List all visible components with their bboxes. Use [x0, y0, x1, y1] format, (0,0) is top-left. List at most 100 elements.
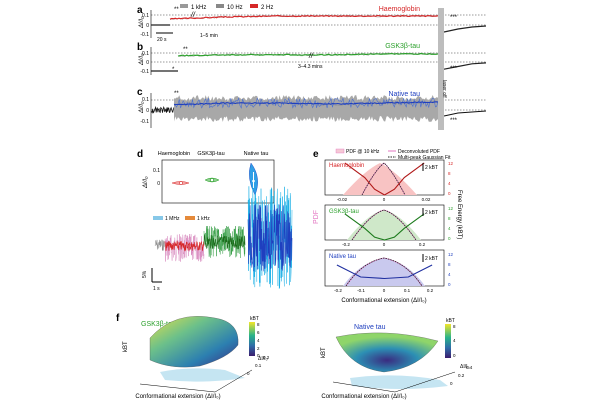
legend-d-swatch-1mhz: [153, 216, 163, 220]
e-kbt-label-3: 2 kBT: [425, 256, 438, 262]
raw-trace-d-gsk3b-tau-1khz: [203, 234, 246, 250]
legend-2hz: 2 Hz: [261, 5, 273, 11]
e-title-3: Native tau: [329, 254, 356, 260]
laser-off-label: laser off: [441, 80, 447, 98]
panel-b: b ΔI/I₀ 0.1 0 -0.1 // 3–4.3 mins * ** **…: [137, 42, 487, 75]
legend-e-fit: Multi-peak Gaussian Fit: [398, 155, 451, 161]
f-left-cbar-tick-2: 4: [257, 338, 260, 343]
raw-trace-d: [154, 186, 293, 289]
panel-label-f: f: [116, 313, 120, 324]
f-left-ylabel: ΔI/I₀: [258, 356, 268, 362]
laser-off-bar: [438, 8, 444, 130]
ytick-b-0: 0.1: [142, 51, 149, 57]
f-right-shadow: [350, 375, 448, 389]
e-fit-3: [345, 257, 423, 287]
laser-off-band: laser off: [438, 8, 447, 130]
violin-haemoglobin: [171, 181, 190, 185]
panel-label-a: a: [137, 5, 143, 16]
legend-d-1mhz: 1 MHz: [165, 216, 180, 222]
panel-label-e: e: [313, 149, 319, 160]
trace-group-b: [151, 52, 487, 72]
violin-label-native-tau: Native tau: [244, 151, 269, 157]
e-free-energy-1: [344, 162, 425, 196]
xlabel-e: Conformational extension (ΔI/I₀): [341, 298, 426, 304]
break-b: //: [308, 53, 314, 60]
violin-median-gsk3b-tau: [210, 178, 214, 182]
legend-1khz: 1 kHz: [191, 5, 206, 11]
f-left-title: GSK3β-tau: [141, 321, 176, 328]
f-right-ytick-1: 0.2: [458, 373, 465, 378]
violin-label-haemoglobin: Haemoglobin: [158, 151, 190, 157]
scalebar-d-x-label: 1 s: [153, 286, 160, 292]
e-ytick-2-2: 4: [448, 226, 451, 231]
trace-c-post: [443, 110, 487, 117]
f-left-yaxis: [214, 369, 253, 393]
scalebar-d-y-label: 5%: [142, 270, 148, 278]
f-right-cbar-tick-1: 4: [453, 338, 456, 343]
e-xtick-3-3: 0.1: [404, 288, 411, 293]
violin-native-tau: [249, 162, 258, 196]
violin-median-native-tau: [252, 179, 255, 183]
ytick-d-0: 0.1: [153, 168, 160, 174]
trace-b-main: [177, 52, 439, 57]
violin-gsk3b-tau: [204, 177, 220, 183]
e-ytick-2-3: 0: [448, 236, 451, 241]
raw-trace-d-native-tau-1khz: [247, 204, 293, 272]
legend-swatch-2hz: [250, 4, 258, 8]
f-left-cbar-tick-1: 6: [257, 330, 260, 335]
legend-10hz: 10 Hz: [227, 5, 243, 11]
legend-swatch-1khz: [180, 4, 188, 8]
f-right-ytick-0: 0: [450, 381, 453, 386]
e-subplot-haemoglobin: Haemoglobin 2 kBT -0.02 0 0.02 12 8 4 0: [324, 159, 454, 202]
e-ytick-2-0: 12: [448, 206, 454, 211]
trace-c-main: [173, 101, 439, 106]
f-right-zlabel: kBT: [321, 347, 327, 358]
e-xtick-1-0: -0.02: [337, 197, 348, 202]
ylabel-e-free-energy: Free Energy (kBT): [456, 190, 462, 239]
ytick-d-1: 0: [157, 181, 160, 187]
ylabel-b: ΔI/I₀: [139, 53, 145, 66]
legend-abc: 1 kHz 10 Hz 2 Hz: [180, 4, 273, 11]
ytick-a-2: -0.1: [140, 32, 149, 38]
trace-c-raw-band: [174, 95, 438, 122]
e-free-energy-3: [336, 264, 433, 280]
scalebar-a-label: 20 s: [157, 37, 167, 43]
legend-d-swatch-1khz: [185, 216, 195, 220]
legend-swatch-10hz: [216, 4, 224, 8]
ylabel-e-pdf: PDF: [313, 210, 320, 224]
e-free-energy-2: [344, 213, 425, 241]
e-ytick-3-2: 4: [448, 272, 451, 277]
panel-d: d Haemoglobin GSK3β-tau Native tau ΔI/I₀…: [137, 149, 293, 292]
stars-b: **: [183, 47, 188, 53]
e-subplot-gsk3b-tau: GSK3β-tau 2 kBT -0.2 0 0.2 12 8 4 0: [324, 204, 454, 247]
e-ytick-1-0: 12: [448, 161, 454, 166]
stars-c: **: [174, 91, 179, 97]
e-pdf-area-3: [343, 258, 425, 286]
f-right-surface: [335, 332, 439, 373]
f-left-surface: [149, 316, 239, 368]
ytick-a-1: 0: [146, 23, 149, 29]
ytick-a-0: 0.1: [142, 13, 149, 19]
f-right-plot: Native tau kBT Conformational extension …: [321, 318, 473, 400]
f-right-ytick-2: 0.4: [466, 365, 473, 370]
title-a: Haemoglobin: [379, 6, 420, 13]
trace-a-post: [443, 25, 487, 33]
stars-b-end: ***: [450, 66, 458, 72]
e-kbt-label-1: 2 kBT: [425, 165, 438, 171]
f-right-yaxis: [394, 371, 456, 393]
e-fit-1: [361, 162, 406, 196]
ytick-b-1: 0: [146, 60, 149, 66]
ylabel-c: ΔI/I₀: [139, 101, 145, 114]
ytick-c-0: 0.1: [142, 97, 149, 103]
break-a: //: [190, 12, 196, 19]
trace-b-post: [443, 62, 487, 70]
f-right-colorbar: [445, 324, 451, 358]
raw-trace-d-haemoglobin: [164, 233, 205, 262]
f-right-cbar-tick-2: 0: [453, 353, 456, 358]
panel-c: c ΔI/I₀ 0.1 0 -0.1 ** *** Native tau: [137, 87, 487, 128]
break-a-text: 1–5 min: [200, 33, 218, 39]
f-left-zlabel: kBT: [123, 341, 129, 352]
f-right-xlabel: Conformational extension (ΔI/I₀): [321, 394, 406, 400]
violin-frame: [161, 159, 275, 204]
f-left-ytick-2: 0.2: [263, 355, 270, 360]
